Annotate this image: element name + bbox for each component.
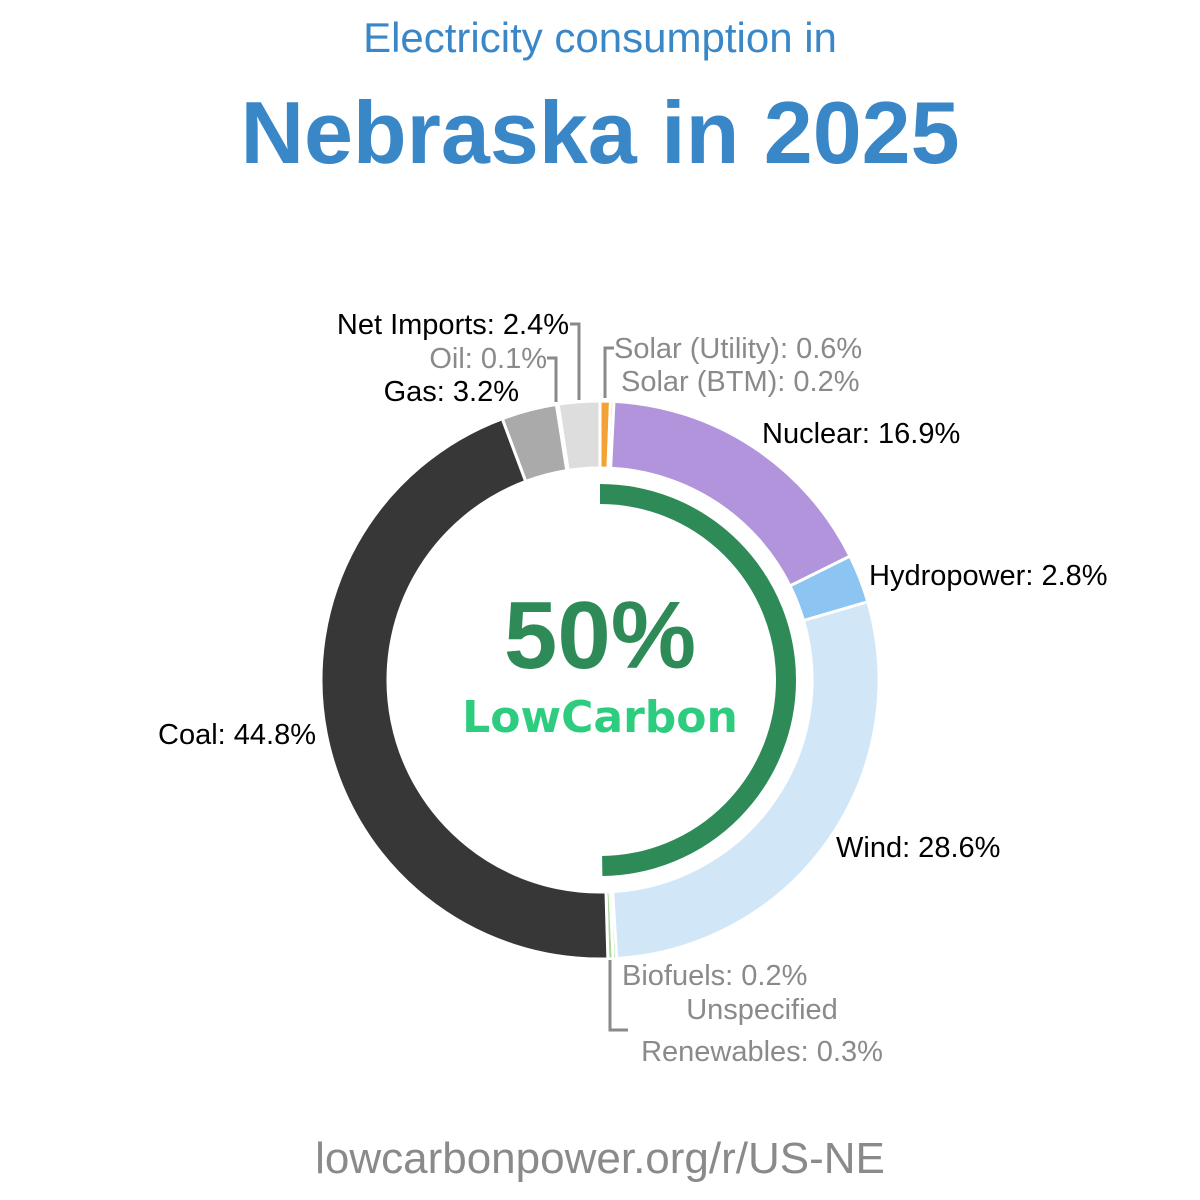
lowcarbon-brand-logo: LowCarbon: [462, 692, 738, 743]
leader-line-solar: [603, 346, 614, 398]
chart-title: Nebraska in 2025: [240, 83, 960, 182]
label-gas: Gas: 3.2%: [384, 376, 519, 408]
label-solar-btm: Solar (BTM): 0.2%: [621, 366, 860, 398]
leader-lines: [547, 322, 628, 1032]
label-biofuels: Biofuels: 0.2%: [622, 960, 807, 992]
leader-line-oil: [547, 356, 558, 402]
low-carbon-percent: 50%: [504, 582, 696, 689]
leader-line-biofuels-renewables: [608, 960, 628, 1032]
chart-subtitle: Electricity consumption in: [363, 14, 837, 61]
label-oil: Oil: 0.1%: [429, 343, 547, 375]
label-solar-utility: Solar (Utility): 0.6%: [614, 333, 862, 365]
label-unspecified-renewables-line2: Renewables: 0.3%: [641, 1036, 883, 1068]
label-net-imports: Net Imports: 2.4%: [337, 309, 569, 341]
label-nuclear: Nuclear: 16.9%: [762, 418, 960, 450]
slice-net-imports: [556, 399, 602, 473]
label-coal: Coal: 44.8%: [158, 719, 316, 751]
label-wind: Wind: 28.6%: [836, 832, 1000, 864]
label-hydropower: Hydropower: 2.8%: [869, 560, 1108, 592]
label-unspecified-renewables-line1: Unspecified: [686, 994, 838, 1026]
leader-line-net-imports: [570, 322, 581, 400]
slice-coal: [319, 416, 610, 961]
low-carbon-share-arc: [599, 484, 797, 876]
source-url: lowcarbonpower.org/r/US-NE: [315, 1134, 885, 1183]
